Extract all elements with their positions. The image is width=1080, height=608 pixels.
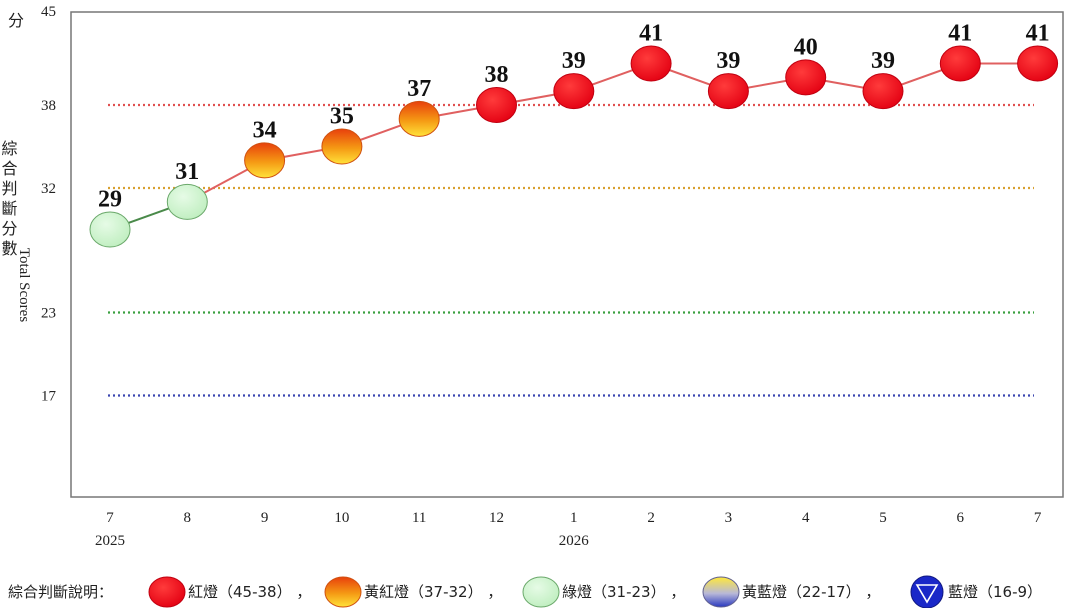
point-value-label: 40 <box>794 34 818 60</box>
signal-point <box>89 211 131 248</box>
x-tick-label: 5 <box>879 510 887 526</box>
point-value-label: 29 <box>98 187 122 213</box>
signal-point <box>862 73 904 110</box>
signal-point <box>785 59 827 96</box>
x-tick-label: 4 <box>802 510 810 526</box>
x-year-label: 2025 <box>95 533 125 549</box>
point-value-label: 31 <box>175 159 199 185</box>
legend-blue-icon <box>910 575 944 608</box>
signal-point <box>939 45 981 82</box>
point-value-label: 35 <box>330 104 354 130</box>
signal-point <box>398 100 440 137</box>
legend-item-label: 藍燈（16-9） <box>948 583 1042 601</box>
y-tick-label: 38 <box>41 98 56 114</box>
point-value-label: 41 <box>1026 21 1050 47</box>
point-value-label: 41 <box>639 21 663 47</box>
legend-title: 綜合判斷說明： <box>8 583 113 601</box>
x-tick-label: 6 <box>957 510 965 526</box>
legend-item-label: 綠燈（31-23） ， <box>562 583 685 601</box>
signal-point <box>553 73 595 110</box>
point-value-label: 39 <box>871 48 895 74</box>
legend-blue-triangle-icon <box>915 584 939 604</box>
x-tick-label: 8 <box>184 510 192 526</box>
x-year-label: 2026 <box>559 533 590 549</box>
x-tick-label: 3 <box>725 510 733 526</box>
point-value-label: 39 <box>716 48 740 74</box>
legend-yellow-red-icon <box>324 576 362 608</box>
legend-yellow-blue-icon <box>702 576 740 608</box>
legend-red-icon <box>148 576 186 608</box>
point-value-label: 37 <box>407 76 431 102</box>
x-tick-label: 9 <box>261 510 269 526</box>
point-value-label: 34 <box>253 117 277 143</box>
point-value-label: 41 <box>948 21 972 47</box>
signal-point <box>166 183 208 220</box>
x-tick-label: 2 <box>647 510 655 526</box>
signal-point <box>476 87 517 123</box>
x-tick-label: 7 <box>106 510 114 526</box>
signal-point <box>1017 45 1059 82</box>
x-tick-label: 12 <box>489 510 504 526</box>
signal-point <box>321 128 363 165</box>
legend-item-label: 黃紅燈（37-32） ， <box>364 583 502 601</box>
y-tick-label: 23 <box>41 306 56 322</box>
y-axis-label-en: Total Scores <box>16 248 32 323</box>
y-unit-label: 分 <box>8 11 24 30</box>
legend-green-icon <box>522 576 560 608</box>
x-tick-label: 1 <box>570 510 578 526</box>
legend-item-label: 黃藍燈（22-17） ， <box>742 583 880 601</box>
x-tick-label: 11 <box>412 510 426 526</box>
y-axis-label-zh: 綜合判斷分數 <box>0 140 18 260</box>
signal-point <box>244 142 286 179</box>
y-tick-label: 17 <box>41 389 57 405</box>
signal-point <box>707 73 749 110</box>
legend-item-label: 紅燈（45-38） ， <box>188 583 311 601</box>
x-tick-label: 10 <box>334 510 349 526</box>
y-tick-label: 32 <box>41 181 56 197</box>
x-tick-label: 7 <box>1034 510 1042 526</box>
signal-point <box>630 45 672 82</box>
y-tick-label: 45 <box>41 4 56 20</box>
point-value-label: 38 <box>485 62 509 88</box>
point-value-label: 39 <box>562 48 586 74</box>
